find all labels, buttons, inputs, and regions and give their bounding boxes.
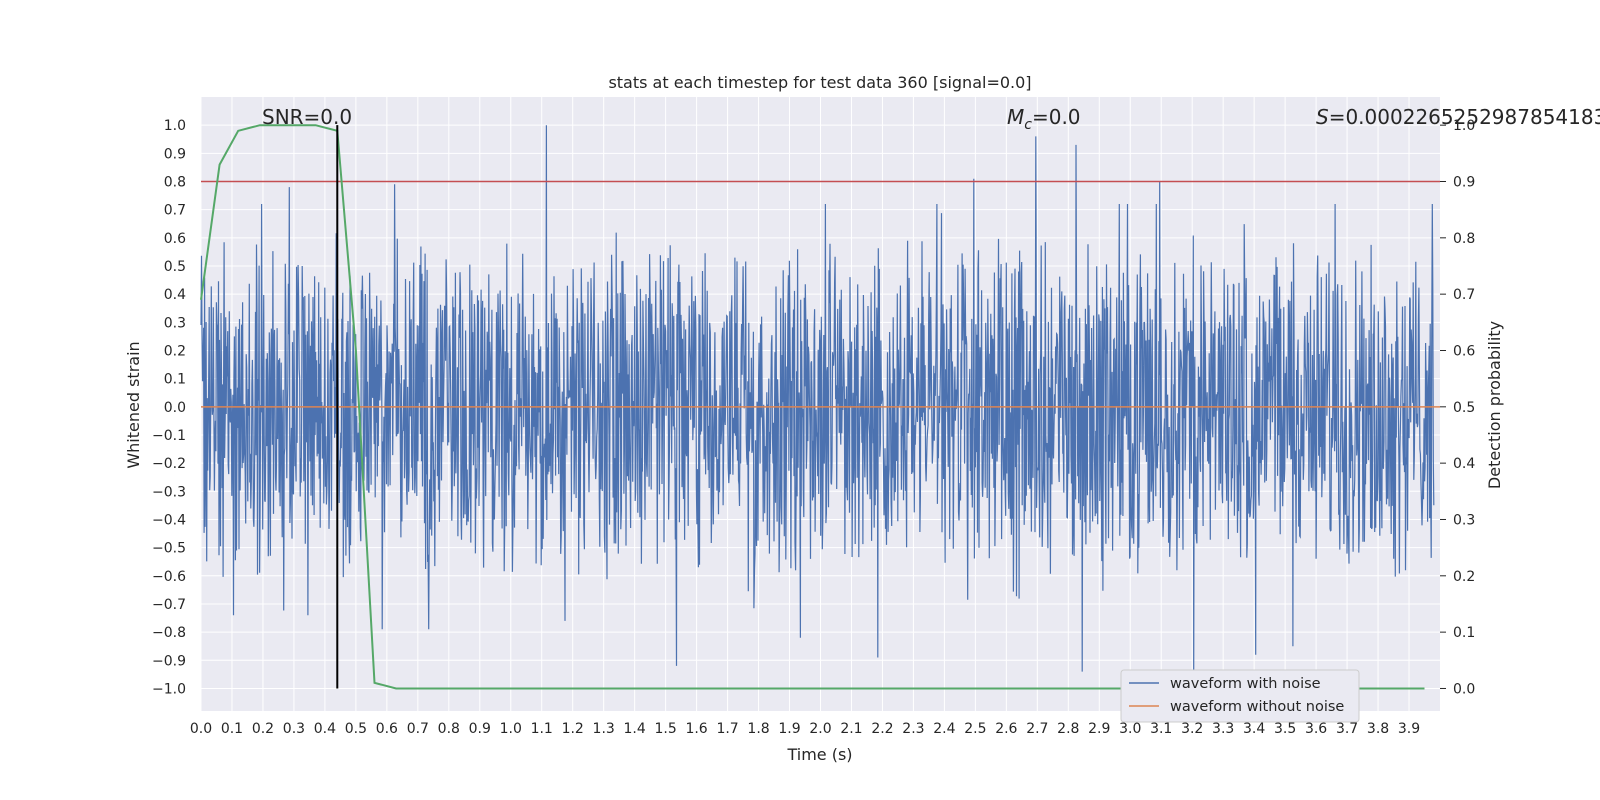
x-tick-label: 3.0	[1119, 721, 1141, 737]
right-y-tick-label: 0.4	[1453, 456, 1475, 472]
x-tick-label: 3.3	[1212, 721, 1234, 737]
x-tick-label: 1.3	[593, 721, 615, 737]
noise-waveform-series	[200, 125, 1435, 675]
left-y-tick-label: 0.8	[164, 174, 186, 190]
x-tick-label: 1.1	[531, 721, 553, 737]
right-y-tick-label: 0.2	[1453, 569, 1475, 585]
left-y-tick-label: 0.9	[164, 146, 186, 162]
x-tick-label: 1.4	[624, 721, 646, 737]
x-axis-ticks: 0.0 0.1 0.2 0.3 0.4 0.5 0.6 0.7 0.8 0.9 1.0 1.1 1.2 1…	[190, 721, 1420, 737]
x-tick-label: 3.6	[1305, 721, 1327, 737]
left-y-tick-label: −0.8	[152, 625, 186, 641]
x-tick-label: 3.7	[1336, 721, 1358, 737]
right-y-tick-label: 0.1	[1453, 625, 1475, 641]
left-y-axis-label: Whitened strain	[124, 341, 143, 468]
x-tick-label: 0.2	[252, 721, 274, 737]
x-tick-label: 0.8	[438, 721, 460, 737]
x-tick-label: 3.4	[1243, 721, 1265, 737]
right-y-tick-label: 0.9	[1453, 174, 1475, 190]
right-y-tick-label: 0.0	[1453, 681, 1475, 697]
x-tick-label: 2.0	[809, 721, 831, 737]
x-tick-label: 0.3	[283, 721, 305, 737]
left-y-tick-label: 0.7	[164, 203, 186, 219]
left-y-tick-label: 0.1	[164, 372, 186, 388]
noise-waveform-line	[200, 125, 1435, 675]
left-y-tick-label: −0.1	[152, 428, 186, 444]
x-tick-label: 1.2	[562, 721, 584, 737]
legend: waveform with noise waveform without noi…	[1120, 669, 1360, 723]
left-y-tick-label: −0.4	[152, 512, 186, 528]
x-tick-label: 3.9	[1398, 721, 1420, 737]
right-y-tick-label: 0.5	[1453, 400, 1475, 416]
x-tick-label: 3.2	[1181, 721, 1203, 737]
x-tick-label: 0.4	[314, 721, 336, 737]
left-y-tick-label: 1.0	[164, 118, 186, 134]
right-y-tick-label: 0.7	[1453, 287, 1475, 303]
x-tick-label: 2.9	[1088, 721, 1110, 737]
chart-title: stats at each timestep for test data 360…	[608, 73, 1031, 92]
x-tick-label: 0.0	[190, 721, 212, 737]
x-tick-label: 3.5	[1274, 721, 1296, 737]
x-tick-label: 0.9	[469, 721, 491, 737]
left-y-tick-label: −0.7	[152, 597, 186, 613]
left-y-tick-label: 0.0	[164, 400, 186, 416]
right-y-tick-label: 0.8	[1453, 231, 1475, 247]
x-tick-label: 1.0	[500, 721, 522, 737]
detection-probability-line	[200, 124, 1425, 690]
x-tick-label: 3.8	[1367, 721, 1389, 737]
right-y-axis-label: Detection probability	[1485, 321, 1504, 489]
right-y-axis-ticks: 1.0 0.9 0.8 0.7 0.6 0.5 0.4 0.3 0.2 0.1 0.0	[1440, 118, 1475, 697]
x-tick-label: 2.5	[964, 721, 986, 737]
left-y-axis-ticks: 1.0 0.9 0.8 0.7 0.6 0.5 0.4 0.3 0.2 0.1 0.0 −0.1 −0.…	[152, 118, 186, 697]
x-tick-label: 2.8	[1057, 721, 1079, 737]
legend-box	[1120, 669, 1360, 723]
x-tick-label: 0.6	[376, 721, 398, 737]
snr-annotation: SNR=0.0	[262, 105, 352, 129]
x-tick-label: 1.8	[747, 721, 769, 737]
right-y-tick-label: 1.0	[1453, 118, 1475, 134]
s-statistic-annotation: S=0.00022652529878541836	[1316, 105, 1600, 129]
right-y-tick-label: 0.3	[1453, 512, 1475, 528]
left-y-tick-label: −0.3	[152, 484, 186, 500]
x-tick-label: 2.7	[1026, 721, 1048, 737]
left-y-tick-label: −0.9	[152, 653, 186, 669]
left-y-tick-label: 0.4	[164, 287, 186, 303]
x-tick-label: 2.3	[902, 721, 924, 737]
x-tick-label: 1.7	[716, 721, 738, 737]
x-axis-label: Time (s)	[786, 745, 852, 764]
x-tick-label: 1.9	[778, 721, 800, 737]
x-tick-label: 1.6	[685, 721, 707, 737]
x-tick-label: 1.5	[654, 721, 676, 737]
left-y-tick-label: 0.2	[164, 343, 186, 359]
left-y-tick-label: 0.5	[164, 259, 186, 275]
left-y-tick-label: −0.5	[152, 541, 186, 557]
x-tick-label: 2.2	[871, 721, 893, 737]
x-tick-label: 2.6	[995, 721, 1017, 737]
legend-label-noise: waveform with noise	[1170, 676, 1321, 692]
left-y-tick-label: −0.6	[152, 569, 186, 585]
chirp-mass-annotation: Mc=0.0	[1007, 105, 1081, 133]
left-y-tick-label: 0.6	[164, 231, 186, 247]
left-y-tick-label: −1.0	[152, 681, 186, 697]
x-tick-label: 3.1	[1150, 721, 1172, 737]
x-tick-label: 2.4	[933, 721, 955, 737]
x-tick-label: 2.1	[840, 721, 862, 737]
x-tick-label: 0.7	[407, 721, 429, 737]
x-tick-label: 0.5	[345, 721, 367, 737]
right-y-tick-label: 0.6	[1453, 343, 1475, 359]
legend-label-clean: waveform without noise	[1170, 699, 1344, 715]
left-y-tick-label: 0.3	[164, 315, 186, 331]
x-tick-label: 0.1	[221, 721, 243, 737]
left-y-tick-label: −0.2	[152, 456, 186, 472]
